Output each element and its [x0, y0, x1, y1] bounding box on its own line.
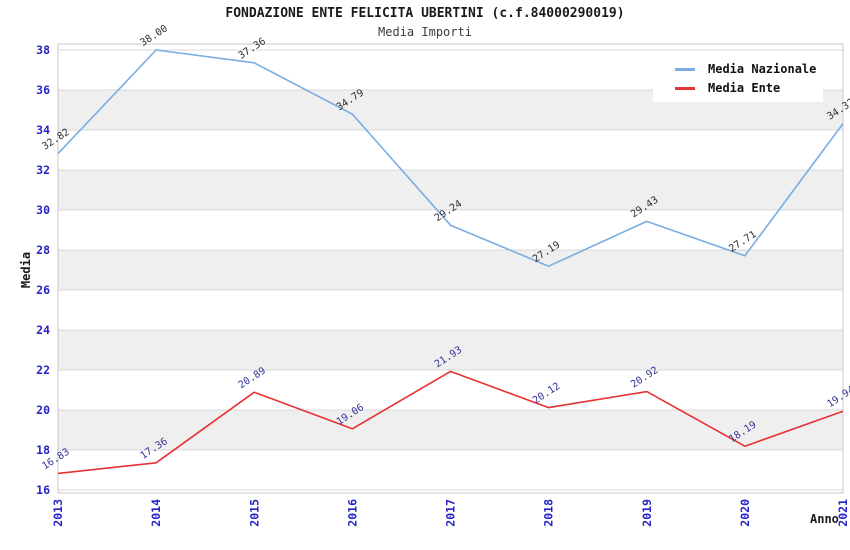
y-tick-label: 28: [36, 243, 50, 257]
y-tick-label: 26: [36, 283, 50, 297]
legend-swatch-media-ente: [675, 86, 695, 90]
y-tick-label: 18: [36, 443, 50, 457]
x-tick-label: 2014: [149, 499, 163, 527]
y-tick-label: 32: [36, 163, 50, 177]
x-tick-label: 2021: [836, 499, 850, 527]
y-tick-label: 38: [36, 43, 50, 57]
grid-band: [58, 410, 843, 450]
legend-swatch-media-nazionale: [675, 67, 695, 71]
y-tick-label: 16: [36, 483, 50, 497]
x-tick-label: 2017: [444, 499, 458, 527]
x-tick-label: 2020: [738, 499, 752, 527]
y-tick-label: 34: [36, 123, 50, 137]
series-line-media-ente: [57, 370, 844, 475]
y-tick-label: 36: [36, 83, 50, 97]
series-line-media-nazionale: [57, 49, 844, 268]
point-label: 38.00: [139, 23, 170, 49]
x-tick-label: 2019: [640, 499, 654, 527]
y-tick-label: 20: [36, 403, 50, 417]
grid-band: [58, 330, 843, 370]
x-axis-title: Anno: [810, 512, 839, 526]
x-tick-label: 2018: [542, 499, 556, 527]
legend-label-media-nazionale: Media Nazionale: [708, 62, 817, 76]
legend-item-media-ente: Media Ente: [675, 80, 823, 96]
y-axis-title: Media: [19, 251, 33, 289]
y-tick-label: 22: [36, 363, 50, 377]
legend-label-media-ente: Media Ente: [708, 81, 781, 95]
legend: Media Nazionale Media Ente: [653, 52, 823, 102]
x-tick-label: 2016: [345, 499, 359, 527]
legend-item-media-nazionale: Media Nazionale: [675, 61, 823, 77]
point-label: 19.94: [825, 384, 850, 410]
grid-band: [58, 250, 843, 290]
y-tick-label: 30: [36, 203, 50, 217]
x-tick-label: 2013: [51, 499, 65, 527]
point-label: 20.12: [531, 381, 562, 407]
plot-border: [57, 43, 844, 494]
point-label: 37.36: [237, 36, 268, 62]
chart-title: FONDAZIONE ENTE FELICITA UBERTINI (c.f.8…: [225, 6, 625, 21]
y-tick-label: 24: [36, 323, 50, 337]
grid-band: [58, 170, 843, 210]
x-tick-label: 2015: [247, 499, 261, 527]
chart-subtitle: Media Importi: [378, 25, 472, 39]
